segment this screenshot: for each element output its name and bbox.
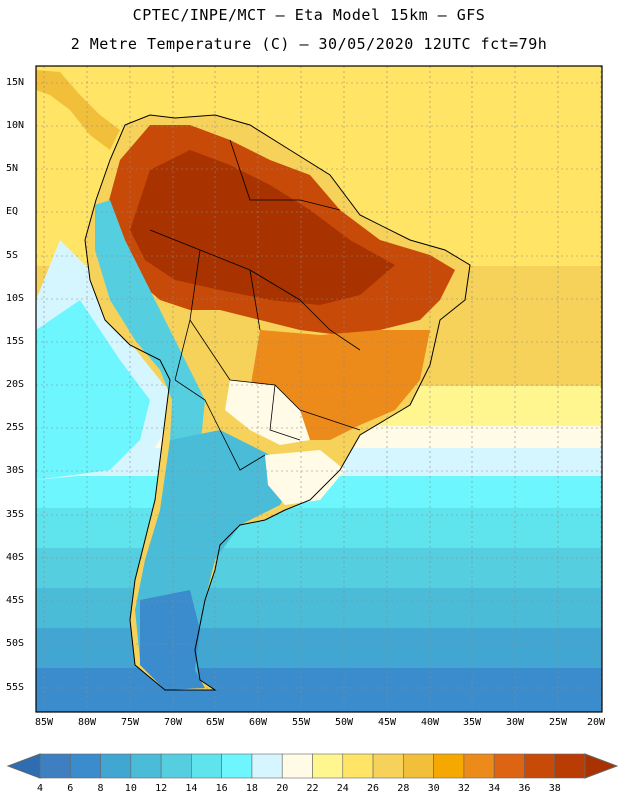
ocean-band-14 [36,508,602,548]
colorbar-label: 34 [488,783,501,794]
lat-label: 25S [6,422,25,433]
colorbar-label: 14 [185,783,198,794]
colorbar-swatch [312,753,344,779]
country-borders [149,139,361,471]
pacific-cooler-tongue [36,300,150,480]
lat-label: EQ [6,206,19,217]
lon-label: 30W [505,717,525,728]
colorbar-label: 32 [457,783,470,794]
lon-label: 40W [420,717,440,728]
lat-label: 5N [6,163,19,174]
colorbar-label: 4 [36,783,44,794]
lat-label: 10N [6,120,25,131]
colorbar-swatch [69,753,101,779]
colorbar-label: 22 [306,783,319,794]
lat-label: 15N [6,77,25,88]
lat-label: 55S [6,682,25,693]
lat-label: 35S [6,509,25,520]
coastline [84,114,471,691]
lon-label: 20W [586,717,606,728]
map-frame [35,65,603,713]
colorbar-swatch [191,753,222,779]
colorbar-swatch [554,753,586,779]
lon-label: 75W [120,717,140,728]
land-central-america [36,70,120,150]
colorbar [6,753,618,779]
ocean-band-10 [36,588,602,628]
lat-label: 10S [6,293,25,304]
lon-label: 70W [163,717,183,728]
colorbar-label: 12 [155,783,168,794]
chart-subtitle: 2 Metre Temperature (C) – 30/05/2020 12U… [70,35,548,53]
lon-label: 25W [548,717,568,728]
lat-label: 20S [6,379,25,390]
lon-label: 60W [248,717,268,728]
ocean-band-6 [36,668,602,712]
land-hottest-core [130,150,395,305]
colorbar-swatch [403,753,434,779]
lat-label: 45S [6,595,25,606]
colorbar-swatch [160,753,192,779]
colorbar-label: 36 [518,783,531,794]
colorbar-swatch [433,753,465,779]
land-far-south [140,590,205,690]
lat-label: 40S [6,552,25,563]
colorbar-low-arrow [6,753,41,779]
colorbar-label: 16 [215,783,228,794]
lon-label: 50W [334,717,354,728]
colorbar-label: 6 [67,783,74,794]
colorbar-swatch [100,753,132,779]
lat-label: 50S [6,638,25,649]
land-pampa [265,450,345,505]
colorbar-label: 10 [124,783,137,794]
lon-label: 55W [291,717,311,728]
lon-label: 85W [34,717,54,728]
colorbar-swatch [342,753,374,779]
colorbar-swatch [39,753,71,779]
colorbar-label: 24 [336,783,349,794]
lon-label: 80W [77,717,97,728]
ocean-band-8 [36,628,602,668]
lat-label: 30S [6,465,25,476]
colorbar-label: 38 [548,783,561,794]
colorbar-high-arrow [584,753,618,779]
colorbar-label: 28 [397,783,410,794]
land-pantanal [225,380,310,445]
ocean-band-12 [36,548,602,588]
colorbar-label: 20 [276,783,289,794]
lon-label: 35W [462,717,482,728]
colorbar-swatch [130,753,162,779]
lon-label: 65W [205,717,225,728]
colorbar-swatch [524,753,556,779]
lon-label: 45W [377,717,397,728]
colorbar-label: 8 [97,783,104,794]
chart-title: CPTEC/INPE/MCT – Eta Model 15km – GFS [132,6,486,24]
colorbar-label: 18 [245,783,258,794]
colorbar-swatch [463,753,495,779]
lat-label: 5S [6,250,19,261]
colorbar-swatch [493,753,525,779]
colorbar-label: 26 [367,783,380,794]
colorbar-swatch [251,753,283,779]
map-grid [36,66,602,712]
colorbar-swatch [221,753,253,779]
colorbar-swatch [281,753,313,779]
colorbar-swatch [372,753,404,779]
colorbar-label: 30 [427,783,440,794]
lat-label: 15S [6,336,25,347]
